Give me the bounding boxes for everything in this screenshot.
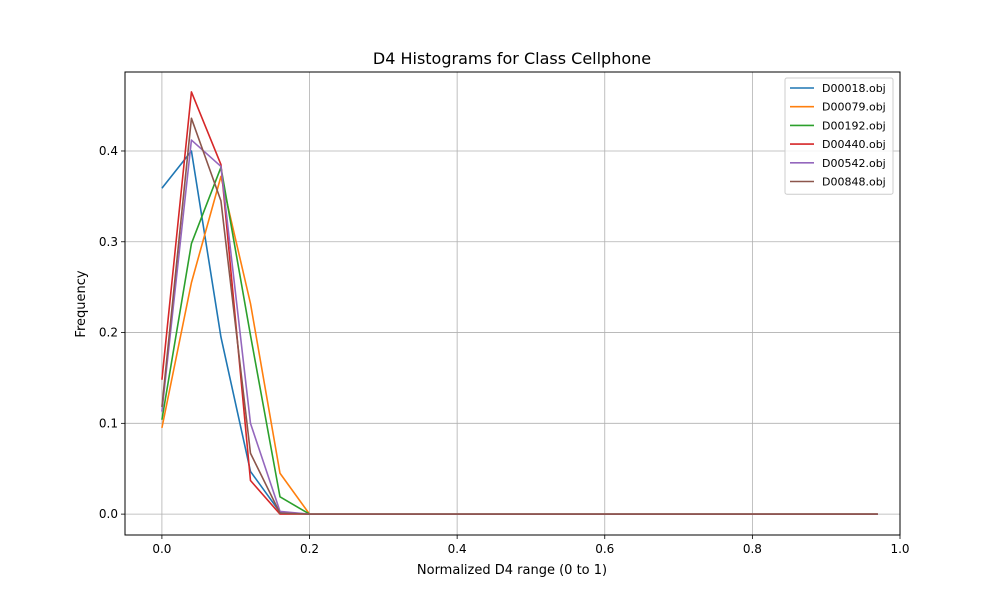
legend-label: D00192.obj (822, 119, 886, 132)
legend: D00018.obj D00079.obj D00192.obj D00440.obj… (784, 77, 894, 195)
x-tick-label: 0.6 (595, 542, 614, 556)
legend-label: D00440.obj (822, 138, 886, 151)
plot-area-frame (124, 71, 901, 536)
x-tick-label: 0.8 (743, 542, 762, 556)
y-axis-label: Frequency (74, 270, 89, 337)
legend-label: D00079.obj (822, 101, 886, 114)
x-tick-label: 0.2 (300, 542, 319, 556)
x-tick-label: 1.0 (890, 542, 909, 556)
legend-label: D00848.obj (822, 176, 886, 189)
axis-ticks: 0.0 0.2 0.4 0.6 0.8 1.0 0.0 0.1 0.2 0.3 0.4 (99, 144, 910, 556)
x-tick-label: 0.0 (152, 542, 171, 556)
series-lines (161, 91, 878, 515)
x-tick-label: 0.4 (448, 542, 467, 556)
y-tick-label: 0.4 (99, 144, 118, 158)
y-tick-label: 0.0 (99, 507, 118, 521)
x-axis-label: Normalized D4 range (0 to 1) (417, 563, 607, 578)
y-tick-label: 0.2 (99, 326, 118, 340)
legend-label: D00542.obj (822, 157, 886, 170)
series-line (161, 117, 878, 515)
chart-title: D4 Histograms for Class Cellphone (373, 49, 651, 68)
legend-label: D00018.obj (822, 82, 886, 95)
y-tick-label: 0.3 (99, 235, 118, 249)
y-tick-label: 0.1 (99, 416, 118, 430)
